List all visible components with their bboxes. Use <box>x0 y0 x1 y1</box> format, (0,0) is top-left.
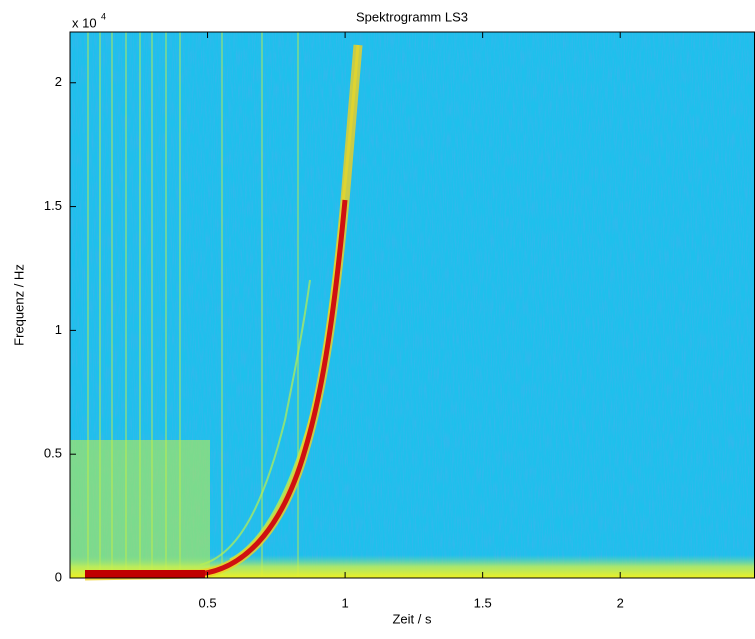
x-tick-label: 2 <box>617 595 624 610</box>
sweep-start <box>85 570 205 578</box>
x-axis-label: Zeit / s <box>392 611 432 626</box>
chart-title: Spektrogramm LS3 <box>356 9 468 24</box>
y-tick-label: 1.5 <box>44 198 62 213</box>
x-tick-label: 1.5 <box>474 595 492 610</box>
y-tick-label: 1 <box>55 322 62 337</box>
sine-sweep <box>84 199 348 579</box>
x-tick-label: 1 <box>341 595 348 610</box>
harmonic-sweep <box>199 279 311 566</box>
y-tick-label: 0 <box>55 569 62 584</box>
y-tick-label: 0.5 <box>44 446 62 461</box>
x-tick-label: 0.5 <box>199 595 217 610</box>
y-tick-label: 2 <box>55 74 62 89</box>
y-exponent: 4 <box>101 11 106 21</box>
y-exponent-label: x 10 <box>72 15 97 30</box>
y-axis-label: Frequenz / Hz <box>11 264 26 346</box>
spectrogram-image <box>70 32 755 581</box>
